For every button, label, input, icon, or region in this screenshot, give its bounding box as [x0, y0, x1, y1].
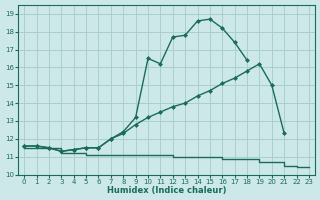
- X-axis label: Humidex (Indice chaleur): Humidex (Indice chaleur): [107, 186, 226, 195]
